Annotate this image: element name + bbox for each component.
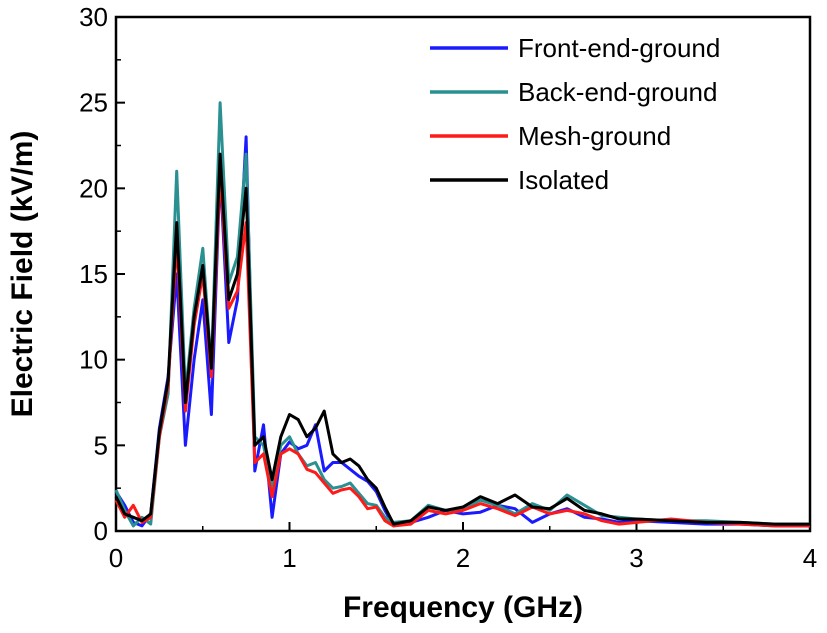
series-line-mesh-ground bbox=[114, 169, 810, 528]
x-tick-label: 2 bbox=[456, 543, 470, 573]
y-axis: 0 5 10 15 20 25 30 bbox=[79, 2, 125, 546]
y-tick-label: 15 bbox=[79, 259, 108, 289]
series-lines bbox=[114, 101, 810, 528]
x-axis-title: Frequency (GHz) bbox=[343, 591, 583, 624]
x-tick-label: 3 bbox=[629, 543, 643, 573]
y-tick-label: 0 bbox=[94, 516, 108, 546]
legend-label: Back-end-ground bbox=[518, 77, 717, 107]
y-tick-label: 10 bbox=[79, 345, 108, 375]
legend-label: Mesh-ground bbox=[518, 121, 671, 151]
x-tick-label: 0 bbox=[109, 543, 123, 573]
legend: Front-end-ground Back-end-ground Mesh-grou… bbox=[430, 33, 720, 195]
x-tick-label: 1 bbox=[282, 543, 296, 573]
y-axis-title: Electric Field (kV/m) bbox=[6, 131, 39, 418]
series-line-isolated bbox=[114, 152, 810, 526]
y-tick-label: 25 bbox=[79, 88, 108, 118]
x-tick-label: 4 bbox=[803, 543, 817, 573]
legend-label: Isolated bbox=[518, 165, 609, 195]
y-tick-label: 30 bbox=[79, 2, 108, 32]
legend-label: Front-end-ground bbox=[518, 33, 720, 63]
x-axis: 0 1 2 3 4 bbox=[109, 522, 817, 573]
y-tick-label: 5 bbox=[94, 430, 108, 460]
y-tick-label: 20 bbox=[79, 173, 108, 203]
